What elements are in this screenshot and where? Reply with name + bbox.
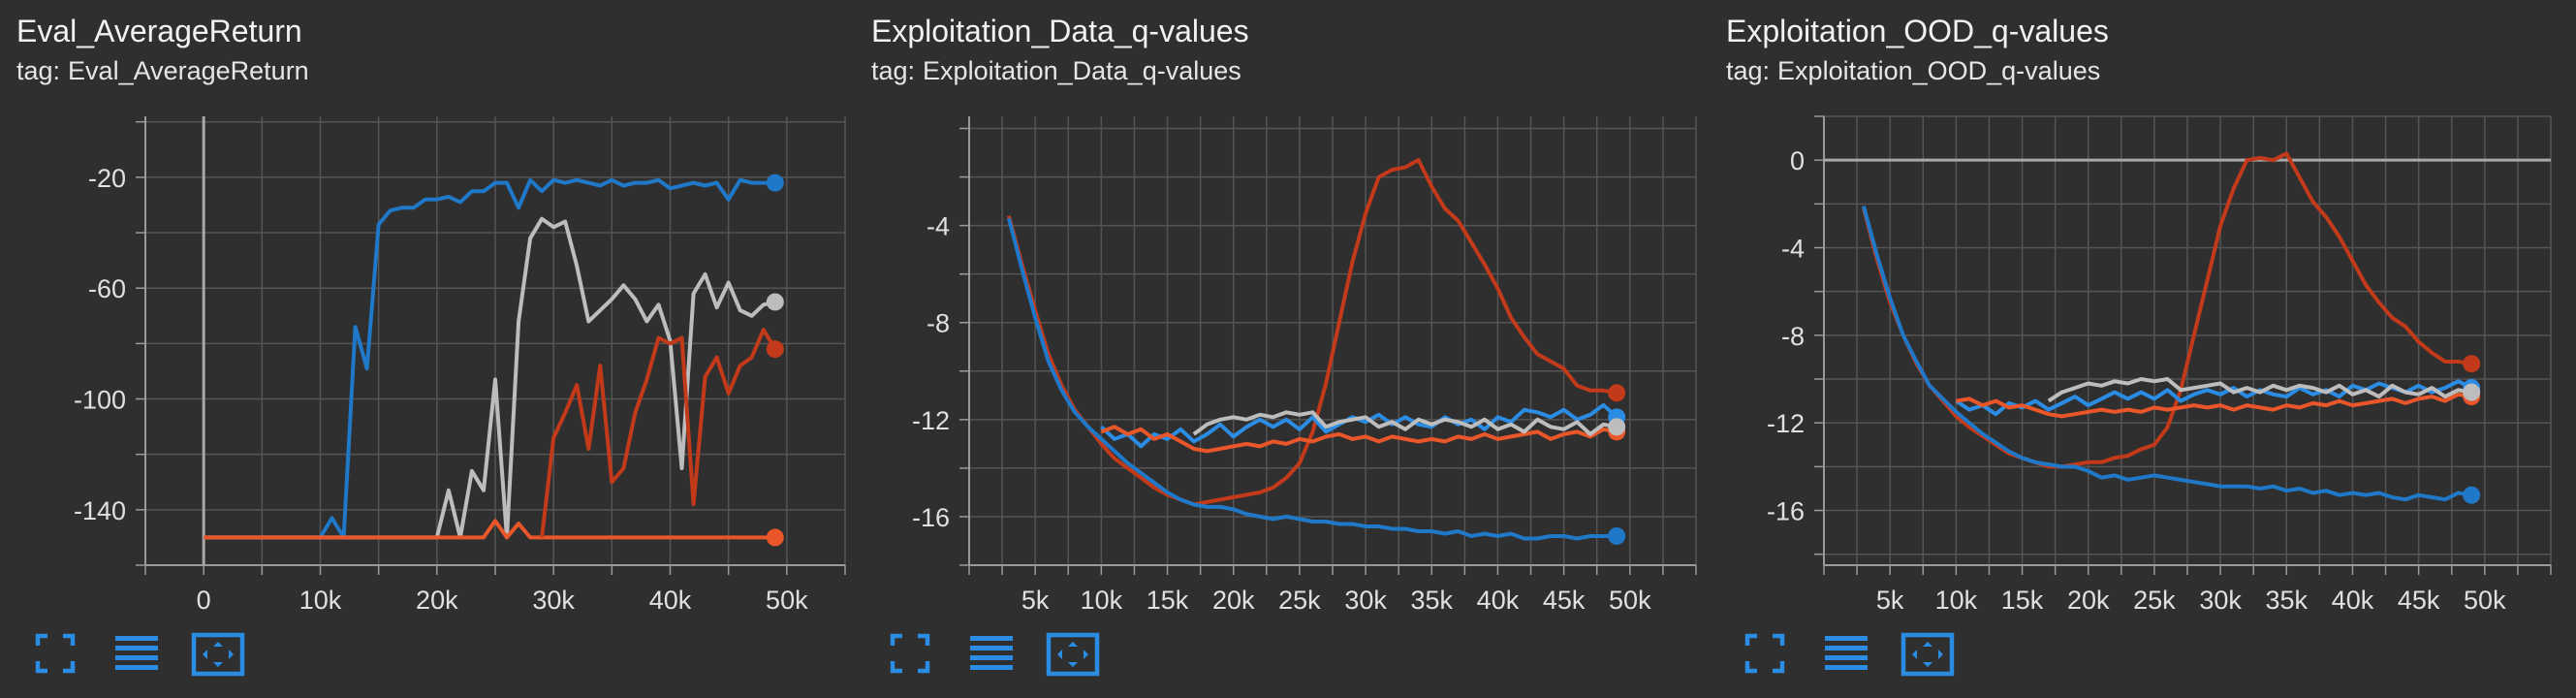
series-line xyxy=(2047,377,2472,403)
tag-value: Exploitation_Data_q-values xyxy=(923,56,1241,85)
fit-domain-button[interactable] xyxy=(191,632,245,677)
x-tick-label: 15k xyxy=(2001,586,2044,615)
y-tick-label: -100 xyxy=(74,386,126,415)
fullscreen-button[interactable] xyxy=(889,632,931,675)
x-tick-label: 45k xyxy=(2398,586,2440,615)
tag-label: tag: xyxy=(16,56,61,85)
series-line xyxy=(540,328,777,538)
data-lines-icon xyxy=(970,636,1013,670)
y-tick-label: -4 xyxy=(927,212,950,241)
chart-title: Exploitation_Data_q-values xyxy=(871,14,1249,48)
y-tick-label: -20 xyxy=(88,164,126,193)
tag-label: tag: xyxy=(1726,56,1771,85)
x-tick-label: 30k xyxy=(2199,586,2242,615)
y-tick-label: -8 xyxy=(1781,322,1805,351)
x-tick-label: 50k xyxy=(766,586,808,615)
x-tick-label: 10k xyxy=(1081,586,1123,615)
x-tick-label: 5k xyxy=(1021,586,1050,615)
x-tick-label: 30k xyxy=(1344,586,1387,615)
chart-tag: tag: Exploitation_Data_q-values xyxy=(871,56,1241,86)
series-end-point xyxy=(2463,383,2481,401)
series-end-point xyxy=(766,174,784,192)
y-tick-label: -12 xyxy=(912,406,950,435)
x-tick-label: 35k xyxy=(1410,586,1453,615)
y-tick-label: -16 xyxy=(1767,497,1805,526)
x-tick-label: 5k xyxy=(1876,586,1904,615)
series-line xyxy=(1192,410,1618,436)
tag-label: tag: xyxy=(871,56,916,85)
x-tick-label: 10k xyxy=(1935,586,1978,615)
fit-domain-icon xyxy=(191,632,245,677)
chart-tag: tag: Eval_AverageReturn xyxy=(16,56,309,86)
series-end-point xyxy=(766,293,784,311)
series-end-point xyxy=(1608,526,1626,545)
x-tick-label: 15k xyxy=(1147,586,1189,615)
x-tick-label: 20k xyxy=(1212,586,1255,615)
x-tick-label: 40k xyxy=(1477,586,1520,615)
chart-title: Exploitation_OOD_q-values xyxy=(1726,14,2109,48)
toggle-data-lines-button[interactable] xyxy=(968,632,1015,675)
fullscreen-icon xyxy=(890,633,930,674)
fullscreen-icon xyxy=(1744,633,1785,674)
fit-domain-button[interactable] xyxy=(1046,632,1100,677)
toggle-data-lines-button[interactable] xyxy=(113,632,160,675)
fit-domain-icon xyxy=(1901,632,1955,677)
x-tick-label: 10k xyxy=(299,586,342,615)
x-tick-label: 45k xyxy=(1543,586,1586,615)
x-tick-label: 40k xyxy=(649,586,692,615)
chart-plot[interactable]: 5k 10k 15k 20k 25k 30k 35k 40k 45k 50k -4 -8 -12 -16 xyxy=(855,0,1708,620)
series-line xyxy=(1861,151,2472,469)
chart-plot[interactable]: 0 10k 20k 30k 40k 50k -20 -60 -100 -140 xyxy=(0,0,853,620)
series-end-point xyxy=(2463,355,2481,373)
data-lines-icon xyxy=(1825,636,1868,670)
y-tick-label: -4 xyxy=(1781,235,1805,264)
fullscreen-button[interactable] xyxy=(34,632,77,675)
series-end-point xyxy=(1608,418,1626,436)
series-end-point xyxy=(766,340,784,359)
series-line xyxy=(1956,392,2472,419)
x-tick-label: 50k xyxy=(2464,586,2506,615)
x-tick-label: 25k xyxy=(1278,586,1321,615)
series-end-point xyxy=(766,528,784,547)
series-end-point xyxy=(2463,486,2481,504)
series-line xyxy=(204,216,776,540)
y-tick-label: 0 xyxy=(1790,146,1805,175)
x-tick-label: 35k xyxy=(2265,586,2308,615)
y-tick-label: -8 xyxy=(927,309,950,338)
tag-value: Eval_AverageReturn xyxy=(68,56,309,85)
y-tick-label: -12 xyxy=(1767,409,1805,438)
chart-tag: tag: Exploitation_OOD_q-values xyxy=(1726,56,2100,86)
series-line xyxy=(1955,379,2473,417)
chart-plot[interactable]: 5k 10k 15k 20k 25k 30k 35k 40k 45k 50k 0 -4 -8 -12 -16 xyxy=(1710,0,2562,620)
x-tick-label: 30k xyxy=(532,586,575,615)
series-line xyxy=(204,519,775,540)
series-line xyxy=(1006,158,1618,507)
y-tick-label: -16 xyxy=(912,503,950,532)
x-tick-label: 40k xyxy=(2332,586,2374,615)
chart-card-eval-average-return: Eval_AverageReturn tag: Eval_AverageRetur… xyxy=(0,0,853,698)
series-line xyxy=(1006,217,1618,541)
series-line xyxy=(1100,425,1618,454)
chart-card-exploitation-data-q-values: Exploitation_Data_q-values tag: Exploitat… xyxy=(855,0,1708,698)
fullscreen-button[interactable] xyxy=(1744,632,1786,675)
chart-title: Eval_AverageReturn xyxy=(16,14,302,48)
x-tick-label: 25k xyxy=(2133,586,2176,615)
series-end-point xyxy=(1608,384,1626,402)
tag-value: Exploitation_OOD_q-values xyxy=(1777,56,2101,85)
data-lines-icon xyxy=(115,636,158,670)
fullscreen-icon xyxy=(35,633,76,674)
x-tick-label: 20k xyxy=(416,586,458,615)
fit-domain-button[interactable] xyxy=(1901,632,1955,677)
chart-card-exploitation-ood-q-values: Exploitation_OOD_q-values tag: Exploitati… xyxy=(1710,0,2562,698)
x-tick-label: 0 xyxy=(197,586,211,615)
y-tick-label: -140 xyxy=(74,496,126,525)
x-tick-label: 20k xyxy=(2067,586,2110,615)
fit-domain-icon xyxy=(1046,632,1100,677)
series-line xyxy=(1861,206,2472,502)
y-tick-label: -60 xyxy=(88,274,126,303)
x-tick-label: 50k xyxy=(1609,586,1651,615)
toggle-data-lines-button[interactable] xyxy=(1823,632,1869,675)
